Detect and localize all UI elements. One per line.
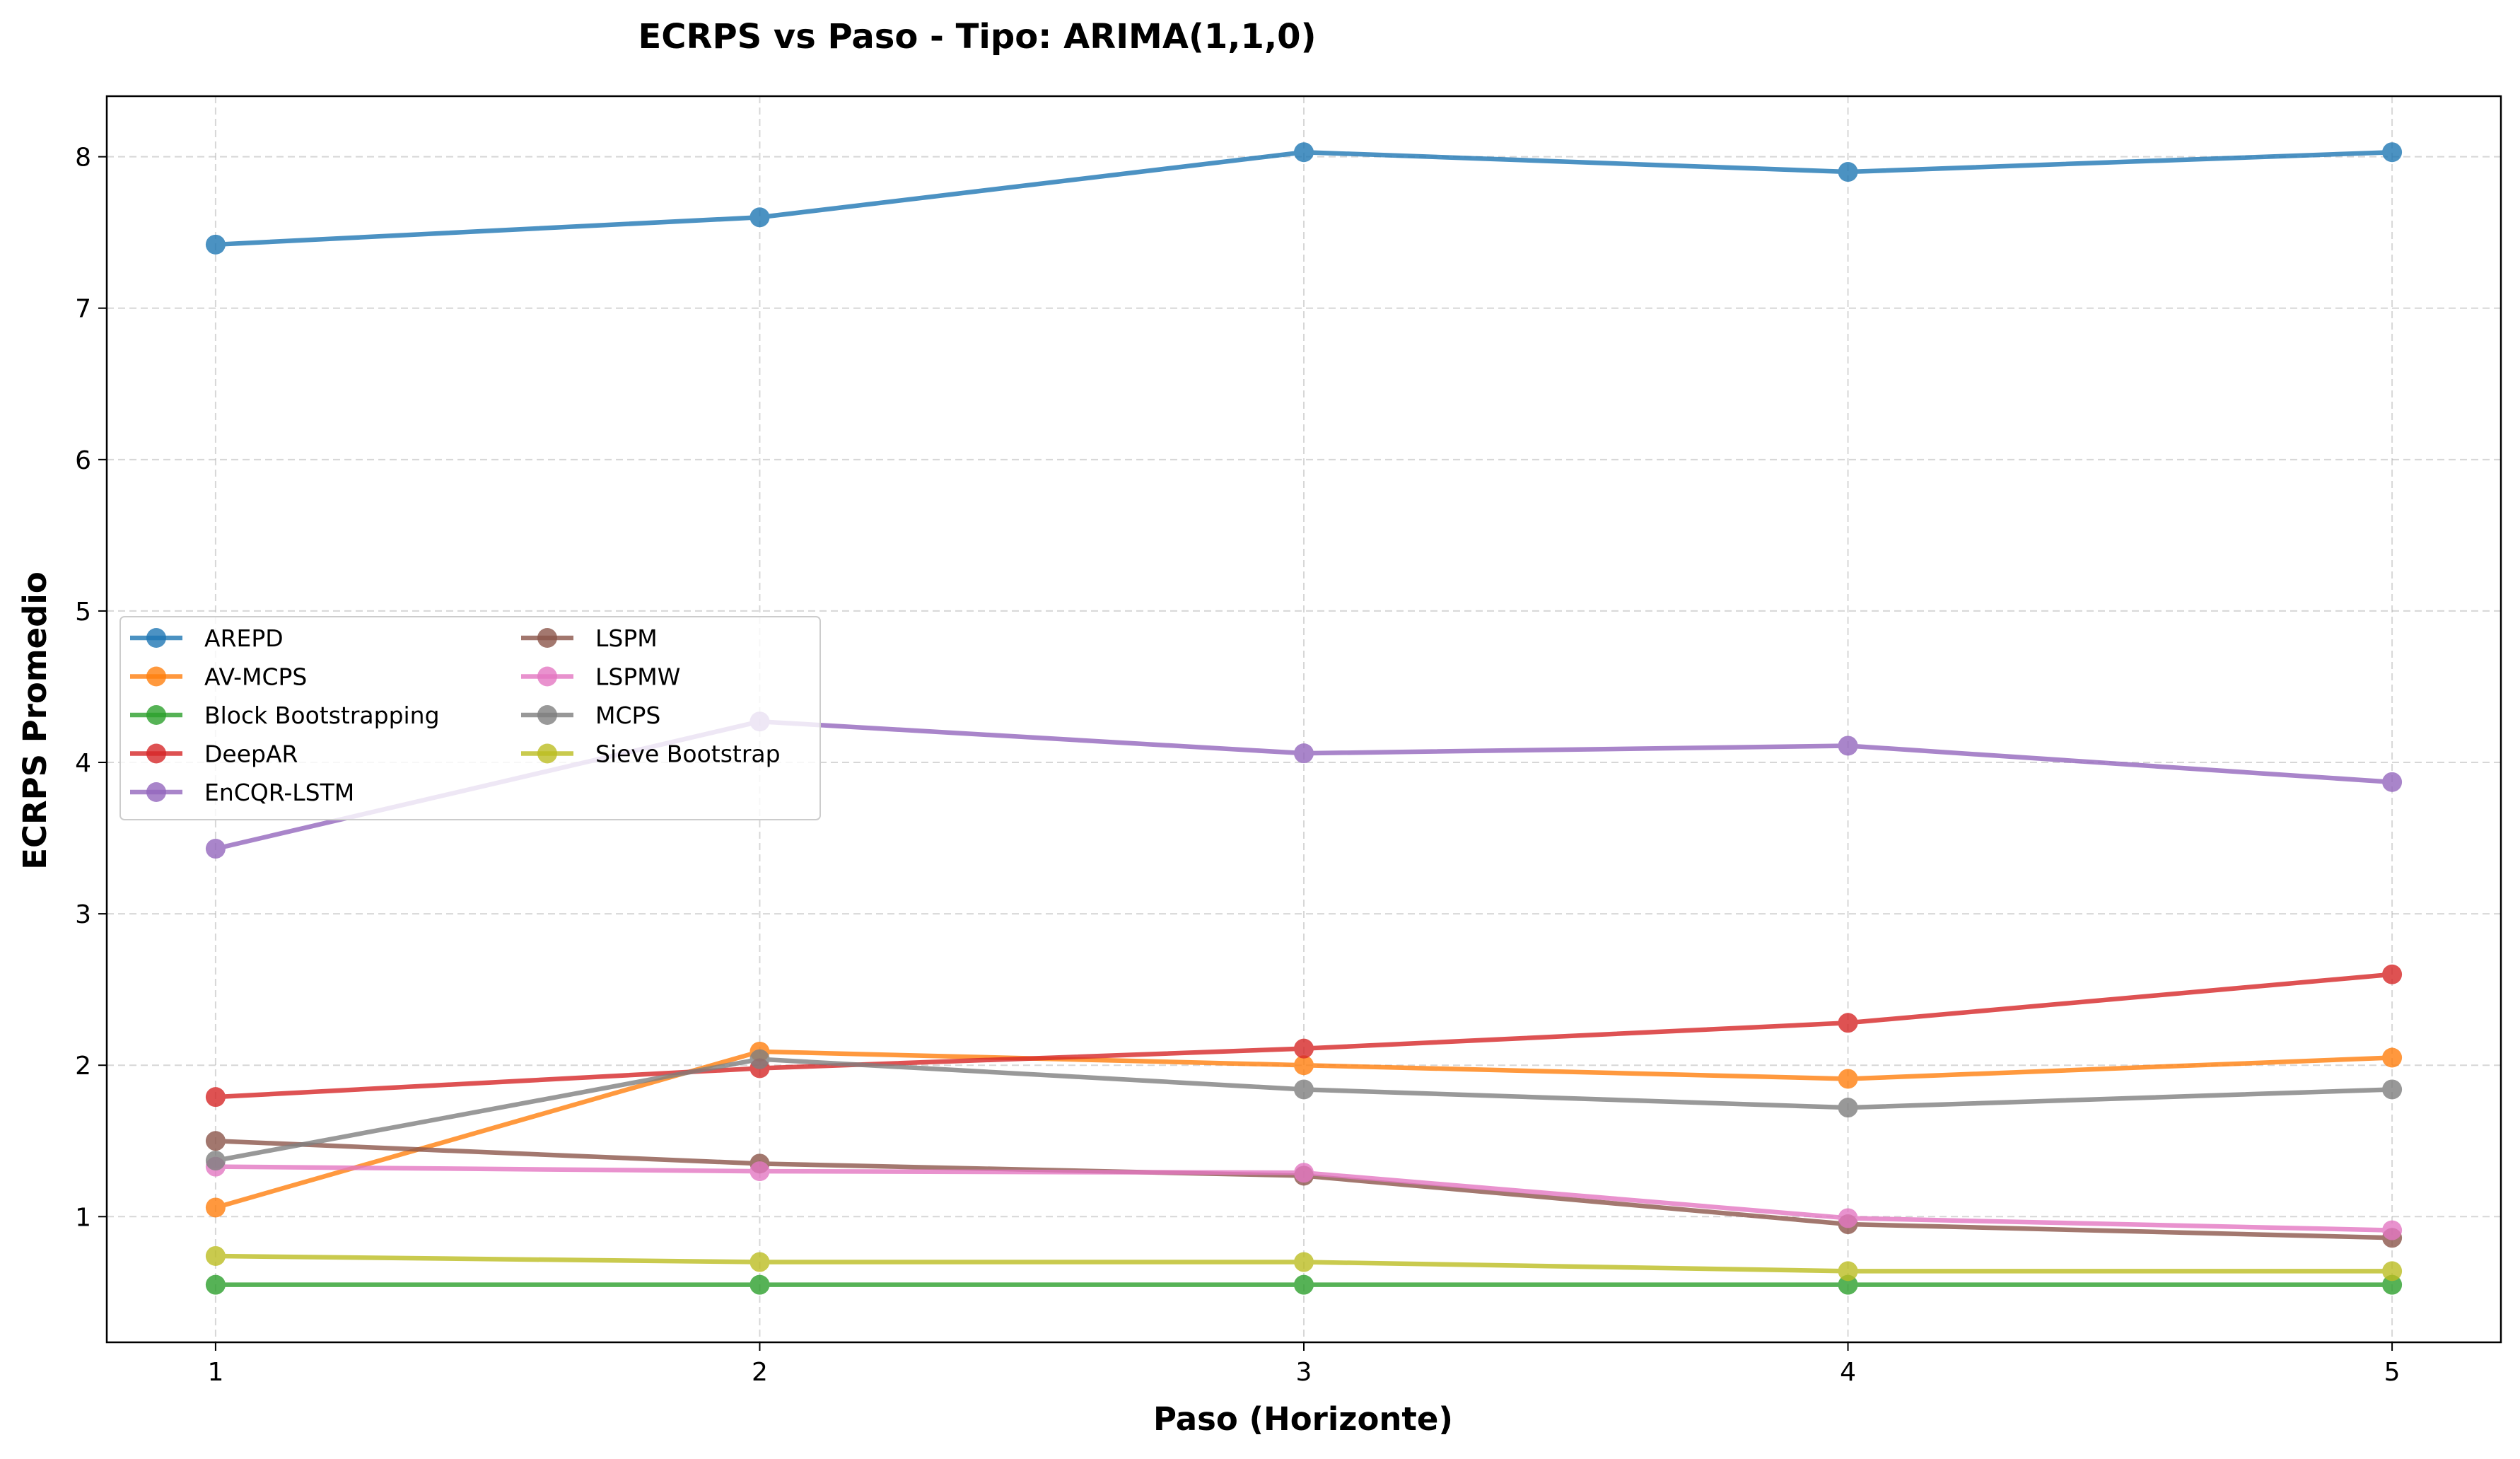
data-point — [2382, 1274, 2403, 1295]
legend-label: MCPS — [595, 702, 660, 729]
legend-label: LSPMW — [595, 663, 680, 691]
data-point — [205, 1245, 226, 1266]
x-axis: 1 2 3 4 5 — [207, 1342, 2401, 1387]
y-tick-label: 7 — [75, 295, 91, 324]
data-point — [1838, 1098, 1858, 1118]
y-tick-label: 8 — [75, 144, 91, 173]
legend-label: AREPD — [204, 624, 284, 652]
legend-box — [119, 616, 821, 820]
data-point — [205, 1197, 226, 1218]
legend-label: Sieve Bootstrap — [595, 740, 781, 768]
legend-swatch-marker — [146, 743, 166, 764]
data-point — [1838, 162, 1858, 182]
series-block-bootstrapping — [205, 1274, 2403, 1295]
y-tick-label: 2 — [75, 1052, 91, 1081]
legend-swatch-marker — [146, 782, 166, 802]
data-point — [1838, 1274, 1858, 1295]
data-point — [1294, 1252, 1314, 1272]
y-axis-label: ECRPS Promedio — [16, 571, 54, 870]
legend-label: DeepAR — [204, 740, 298, 768]
data-point — [205, 234, 226, 255]
data-point — [1294, 1163, 1314, 1183]
legend-item-block-bootstrapping: Block Bootstrapping — [130, 702, 440, 729]
data-point — [1838, 1069, 1858, 1089]
data-point — [749, 1161, 770, 1182]
data-point — [205, 1131, 226, 1151]
data-point — [2382, 772, 2403, 792]
data-point — [749, 1252, 770, 1272]
y-tick-label: 1 — [75, 1203, 91, 1232]
series-arepd — [205, 142, 2403, 255]
data-point — [2382, 142, 2403, 163]
series-sieve-bootstrap — [205, 1245, 2403, 1281]
data-point — [2382, 1220, 2403, 1240]
series-deepar — [205, 964, 2403, 1108]
legend-label: LSPM — [595, 624, 658, 652]
legend-item-lspmw: LSPMW — [521, 663, 680, 691]
data-point — [1294, 1055, 1314, 1076]
y-tick-label: 4 — [75, 749, 91, 778]
legend-swatch-marker — [537, 628, 557, 648]
x-tick-label: 4 — [1840, 1358, 1856, 1387]
data-point — [1294, 1038, 1314, 1059]
legend-item-encqr-lstm: EnCQR-LSTM — [130, 779, 354, 806]
data-point — [205, 1151, 226, 1171]
series-mcps — [205, 1049, 2403, 1171]
x-tick-label: 2 — [752, 1358, 768, 1387]
y-tick-label: 6 — [75, 446, 91, 475]
data-point — [1838, 1208, 1858, 1228]
x-tick-label: 1 — [207, 1358, 223, 1387]
data-point — [2382, 1261, 2403, 1281]
legend-label: Block Bootstrapping — [204, 702, 440, 729]
x-tick-label: 3 — [1296, 1358, 1312, 1387]
data-point — [1838, 1261, 1858, 1281]
legend-swatch-marker — [537, 666, 557, 687]
data-point — [749, 1049, 770, 1069]
data-point — [1294, 743, 1314, 764]
legend-item-arepd: AREPD — [130, 624, 284, 652]
data-point — [1294, 1274, 1314, 1295]
legend-swatch-marker — [537, 705, 557, 725]
legend-swatch-marker — [146, 628, 166, 648]
legend-item-sieve-bootstrap: Sieve Bootstrap — [521, 740, 781, 768]
data-point — [2382, 1079, 2403, 1100]
y-tick-label: 5 — [75, 598, 91, 627]
legend-swatch-marker — [146, 666, 166, 687]
data-point — [205, 1274, 226, 1295]
data-point — [1294, 1079, 1314, 1100]
data-point — [1838, 736, 1858, 756]
legend-item-av-mcps: AV-MCPS — [130, 663, 307, 691]
chart-title: ECRPS vs Paso - Tipo: ARIMA(1,1,0) — [638, 17, 1316, 57]
legend-label: EnCQR-LSTM — [204, 779, 354, 806]
legend-item-lspm: LSPM — [521, 624, 658, 652]
data-point — [1294, 142, 1314, 163]
series-layer — [205, 142, 2403, 1295]
plot-frame — [105, 95, 2502, 1344]
legend-item-deepar: DeepAR — [130, 740, 298, 768]
data-point — [1838, 1013, 1858, 1033]
legend: AREPD AV-MCPS Block Bootstrapping DeepAR EnC… — [119, 616, 821, 820]
x-axis-label: Paso (Horizonte) — [1153, 1400, 1453, 1438]
data-point — [749, 1274, 770, 1295]
legend-label: AV-MCPS — [204, 663, 307, 691]
data-point — [2382, 1047, 2403, 1068]
y-axis: 1 2 3 4 5 6 7 8 — [75, 144, 107, 1232]
legend-swatch-marker — [537, 743, 557, 764]
series-av-mcps — [205, 1041, 2403, 1218]
x-tick-label: 5 — [2384, 1358, 2401, 1387]
data-point — [2382, 964, 2403, 984]
y-tick-label: 3 — [75, 900, 91, 929]
data-point — [205, 839, 226, 859]
data-point — [749, 207, 770, 228]
legend-swatch-marker — [146, 705, 166, 725]
legend-item-mcps: MCPS — [521, 702, 660, 729]
data-point — [205, 1087, 226, 1108]
